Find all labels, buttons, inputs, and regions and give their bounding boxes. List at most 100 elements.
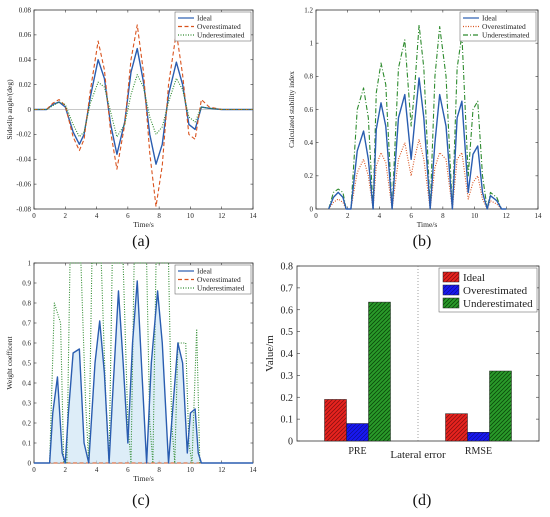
y-tick-label: 1 [310, 39, 314, 47]
bar-rmse-ideal [445, 413, 468, 442]
legend-label-overestimated: Overestimated [463, 285, 528, 297]
y-tick-label: 0.4 [22, 379, 31, 387]
chart-b: 0 2 4 6 8 10 12 14 0 0.2 0.4 0.6 0.8 1 1.2 Time/s Calcul… [287, 6, 542, 229]
series-line-ideal [34, 280, 253, 464]
legend-label-underestimated: Underestimated [197, 284, 245, 293]
y-tick-label: 0.08 [19, 6, 32, 14]
legend-label-overestimated: Overestimated [482, 22, 526, 31]
y-tick-label: 0.4 [304, 139, 313, 147]
x-axis-label: Time/s [133, 474, 154, 483]
y-tick-label: 1.2 [304, 6, 313, 14]
x-tick-label: 8 [441, 212, 445, 220]
x-tick-label: 0 [32, 466, 36, 474]
y-tick-label: 0.9 [22, 279, 31, 287]
legend-label-ideal: Ideal [197, 267, 212, 276]
x-tick-label: 6 [126, 212, 130, 220]
y-tick-label: 0.3 [22, 399, 31, 407]
legend-label-underestimated: Underestimated [197, 31, 245, 40]
y-tick-label: 0.2 [22, 419, 31, 427]
x-tick-label: 10 [187, 466, 195, 474]
x-axis-label: Lateral error [390, 449, 446, 461]
series-line-underestimated [34, 74, 253, 138]
y-tick-label: 0 [310, 205, 314, 213]
y-tick-label: 0 [28, 459, 32, 467]
y-tick-label: 0.2 [304, 172, 313, 180]
caption-a: (a) [132, 233, 150, 250]
y-tick-label: 0.5 [22, 359, 31, 367]
x-tick-label: 6 [126, 466, 130, 474]
category-label: RMSE [465, 446, 492, 457]
series-line-overestimated [34, 24, 253, 208]
legend-label-underestimated: Underestimated [463, 298, 533, 310]
caption-d: (d) [413, 492, 432, 509]
category-label: PRE [348, 446, 366, 457]
legend-box [459, 11, 537, 42]
legend-swatch-ideal [442, 271, 460, 283]
y-tick-label: 0.02 [19, 81, 32, 89]
x-tick-label: 0 [314, 212, 318, 220]
y-tick-label: 0.4 [281, 349, 294, 360]
x-tick-label: 14 [250, 466, 258, 474]
y-tick-label: 0 [288, 437, 293, 448]
y-tick-label: 0.8 [304, 73, 313, 81]
series-line-ideal [328, 77, 507, 210]
y-tick-label: 0.3 [281, 371, 294, 382]
y-tick-label: 0.7 [22, 319, 31, 327]
y-axis-label: Sideslip angle/(deg) [5, 79, 14, 140]
y-tick-label: 0.8 [22, 299, 31, 307]
legend-label-overestimated: Overestimated [197, 275, 241, 284]
y-tick-label: 0.06 [19, 31, 32, 39]
x-tick-label: 12 [503, 212, 511, 220]
legend-label-overestimated: Overestimated [197, 22, 241, 31]
y-tick-label: -0.04 [16, 156, 31, 164]
x-tick-label: 12 [218, 466, 226, 474]
x-tick-label: 8 [157, 212, 161, 220]
legend-swatch-underestimated [442, 297, 460, 309]
x-tick-label: 8 [157, 466, 161, 474]
x-tick-label: 2 [346, 212, 350, 220]
y-tick-label: 0 [28, 106, 32, 114]
x-tick-label: 14 [250, 212, 258, 220]
y-tick-label: 0.7 [281, 283, 294, 294]
chart-d: 0 0.1 0.2 0.3 0.4 0.5 0.6 0.7 0.8 PRE RMSE Lateral … [264, 262, 540, 461]
chart-c: 0 2 4 6 8 10 12 14 0 0.1 0.2 0.3 0.4 0.5 0.6 0.7 0.8 0.9 1… [5, 259, 257, 483]
y-tick-label: 0.2 [281, 393, 294, 404]
y-tick-label: -0.06 [16, 180, 31, 188]
bar-pre-underestimated [368, 301, 391, 442]
x-tick-label: 12 [218, 212, 226, 220]
y-tick-label: 0.04 [19, 56, 32, 64]
y-tick-label: -0.08 [16, 205, 31, 213]
y-tick-label: 0.5 [281, 327, 294, 338]
y-tick-label: 0.6 [22, 339, 31, 347]
y-tick-label: 0.1 [22, 439, 31, 447]
series-line-ideal [34, 47, 253, 165]
bar-rmse-overestimated [467, 432, 490, 442]
x-tick-label: 6 [409, 212, 413, 220]
bar-pre-ideal [324, 399, 347, 442]
x-tick-label: 2 [64, 212, 68, 220]
legend-label-ideal: Ideal [197, 14, 212, 23]
y-axis-label: Value/m [264, 335, 276, 372]
x-tick-label: 0 [32, 212, 36, 220]
bar-rmse-underestimated [489, 370, 512, 442]
caption-c: (c) [132, 492, 150, 509]
x-axis-label: Time/s [417, 220, 438, 229]
y-tick-label: -0.02 [16, 131, 31, 139]
y-tick-label: 1 [28, 259, 32, 267]
ideal-area-fill [34, 281, 253, 463]
series-line-overestimated [328, 138, 507, 210]
y-axis-label: Calculated stability index [287, 71, 296, 148]
legend-label-underestimated: Underestimated [482, 31, 530, 40]
y-tick-label: 0.1 [281, 415, 294, 426]
x-axis-label: Time/s [133, 220, 154, 229]
x-tick-label: 4 [378, 212, 382, 220]
x-tick-label: 2 [64, 466, 68, 474]
bar-pre-overestimated [346, 423, 369, 442]
x-tick-label: 10 [187, 212, 195, 220]
x-tick-label: 4 [95, 466, 99, 474]
